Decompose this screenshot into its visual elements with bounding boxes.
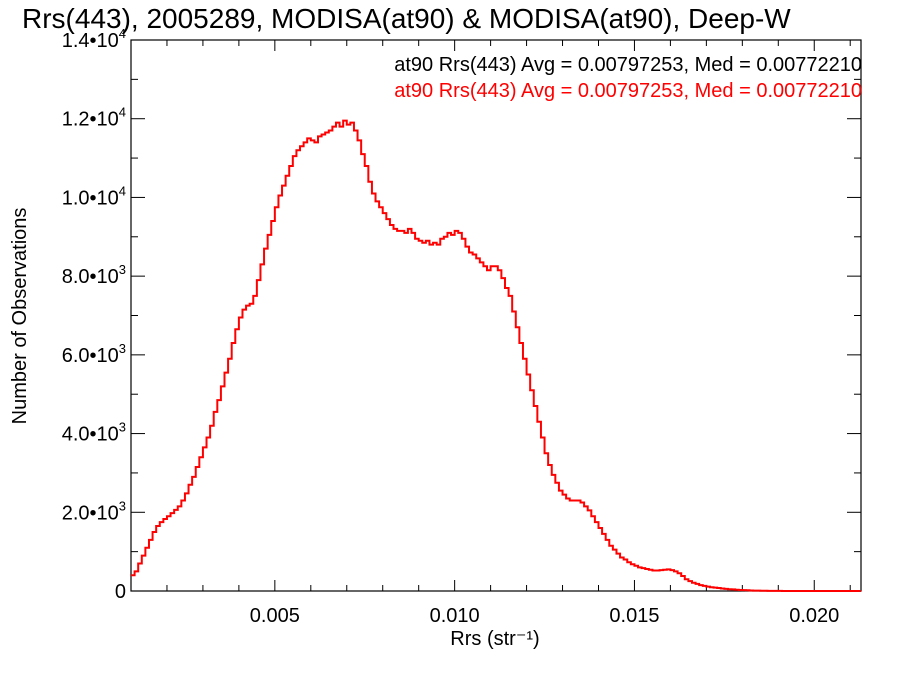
y-tick-label: 1.4•104 xyxy=(62,26,126,52)
y-axis-label: Number of Observations xyxy=(9,208,31,425)
x-tick-label: 0.005 xyxy=(250,605,300,627)
annotation-black: at90 Rrs(443) Avg = 0.00797253, Med = 0.… xyxy=(394,54,862,76)
x-axis-label: Rrs (str⁻¹) xyxy=(450,628,539,650)
y-tick-label: 1.0•104 xyxy=(62,183,126,209)
chart-title: Rrs(443), 2005289, MODISA(at90) & MODISA… xyxy=(22,3,791,34)
x-axis: 0.005 0.010 0.015 0.020 xyxy=(130,40,851,627)
y-tick-label: 2.0•103 xyxy=(62,498,126,524)
annotation-red: at90 Rrs(443) Avg = 0.00797253, Med = 0.… xyxy=(394,80,862,102)
x-tick-label: 0.020 xyxy=(789,605,839,627)
plot-frame xyxy=(130,39,862,592)
y-tick-label: 4.0•103 xyxy=(62,420,126,446)
plot-border xyxy=(130,39,862,592)
y-tick-label: 0 xyxy=(115,581,126,603)
y-tick-label: 6.0•103 xyxy=(62,341,126,367)
y-tick-label: 1.2•104 xyxy=(62,105,126,131)
y-tick-label: 8.0•103 xyxy=(62,262,126,288)
x-tick-label: 0.015 xyxy=(609,605,659,627)
series-layer xyxy=(131,119,861,592)
histogram-series-line xyxy=(131,119,861,592)
x-tick-label: 0.010 xyxy=(430,605,480,627)
y-axis: 0 2.0•103 4.0•103 6.0•103 8.0•103 1.0•104 1.2•… xyxy=(62,26,861,603)
